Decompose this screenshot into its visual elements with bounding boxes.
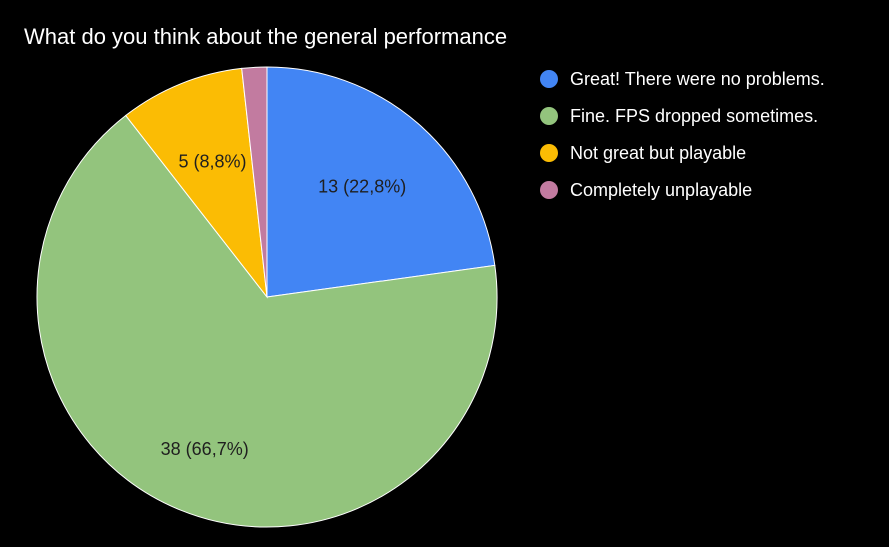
legend-swatch-unplayable (540, 181, 558, 199)
legend-item-unplayable[interactable]: Completely unplayable (540, 177, 825, 203)
pie-slices (36, 66, 498, 528)
legend-swatch-great (540, 70, 558, 88)
slice-label-not-great: 5 (8,8%) (178, 152, 246, 172)
legend-label-great: Great! There were no problems. (570, 68, 825, 89)
pie-slice-great[interactable] (266, 66, 496, 298)
legend-label-unplayable: Completely unplayable (570, 179, 753, 200)
pie-slice-not-great[interactable] (125, 67, 268, 299)
legend-label-not-great: Not great but playable (570, 142, 747, 163)
legend-item-not-great[interactable]: Not great but playable (540, 140, 825, 166)
legend-item-great[interactable]: Great! There were no problems. (540, 66, 825, 92)
slice-label-fine: 38 (66,7%) (161, 439, 249, 459)
chart-title: What do you think about the general perf… (24, 24, 508, 49)
slice-label-great: 13 (22,8%) (318, 176, 406, 196)
legend-label-fine: Fine. FPS dropped sometimes. (570, 105, 819, 126)
pie-slice-unplayable[interactable] (241, 66, 268, 298)
pie-slice-labels: 13 (22,8%) 38 (66,7%) 5 (8,8%) (161, 152, 407, 460)
chart-legend: Great! There were no problems. Fine. FPS… (540, 66, 825, 214)
legend-item-fine[interactable]: Fine. FPS dropped sometimes. (540, 103, 825, 129)
legend-swatch-not-great (540, 144, 558, 162)
pie-slice-fine[interactable] (36, 114, 498, 528)
legend-swatch-fine (540, 107, 558, 125)
